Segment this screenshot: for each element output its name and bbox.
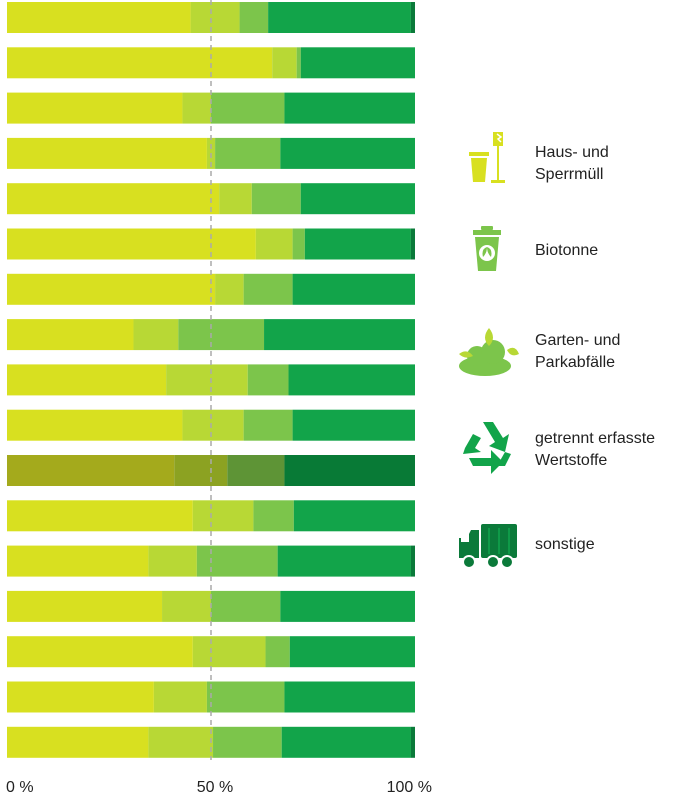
legend-item-haus-sperrmuell: Haus- und Sperrmüll [455,130,680,194]
trash-bin-lamp-icon [469,132,505,183]
bar-segment-row2-series2 [272,47,297,79]
bar-segment-row17-series3 [213,726,282,758]
bar-segment-row6-series2 [255,228,293,260]
bar-segment-row2-series3 [296,47,301,79]
bars-group [7,2,415,758]
bar-segment-row1-series1 [7,2,191,33]
bar-segment-row6-series1 [7,228,256,260]
bar-segment-row6-series5 [410,228,415,260]
bar-segment-row7-series3 [243,273,293,305]
legend-item-sonstige: sonstige [455,514,680,578]
legend-item-wertstoffe: getrennt erfasste Wertstoffe [455,418,680,482]
bar-segment-row13-series1 [7,545,149,577]
bar-segment-row10-series1 [7,409,183,441]
bar-segment-row1-series4 [268,2,411,33]
bar-segment-row8-series1 [7,319,134,351]
legend-label: getrennt erfasste Wertstoffe [535,430,656,469]
bar-segment-row17-series1 [7,726,149,758]
bar-segment-row9-series1 [7,364,167,396]
bar-segment-row15-series1 [7,636,193,668]
bar-segment-row9-series2 [166,364,248,396]
legend-item-biotonne: Biotonne [455,226,680,290]
garden-shrub-icon [459,328,519,376]
x-axis-ticks: 0 % 50 % 100 % [6,779,432,796]
bar-segment-row15-series2 [192,636,266,668]
bar-segment-row13-series5 [410,545,415,577]
bar-segment-row10-series2 [182,409,244,441]
bar-segment-row1-series3 [239,2,269,33]
bar-segment-row11-series3 [227,455,285,486]
legend-label: sonstige [535,536,595,553]
bar-segment-row13-series2 [148,545,197,577]
bar-segment-row6-series4 [304,228,411,260]
bar-segment-row16-series4 [284,681,415,713]
bar-segment-row4-series4 [280,137,415,169]
stacked-bar-chart: 0 % 50 % 100 % [6,0,432,796]
bar-segment-row14-series4 [280,590,415,622]
bar-segment-row4-series1 [7,137,207,169]
bar-segment-row11-series2 [174,455,228,486]
bar-segment-row14-series3 [211,590,281,622]
bar-segment-row5-series2 [219,183,252,215]
bar-segment-row12-series3 [253,500,294,532]
legend: Haus- und Sperrmüll Biotonne Garten- und… [455,130,680,610]
recycling-icon [463,422,511,474]
bar-segment-row4-series3 [215,137,281,169]
bar-segment-row16-series1 [7,681,154,713]
bar-segment-row5-series1 [7,183,220,215]
bar-segment-row8-series3 [178,319,265,351]
bar-segment-row3-series3 [211,92,285,124]
bar-segment-row9-series4 [288,364,415,396]
bar-segment-row12-series2 [192,500,254,532]
bar-segment-row17-series5 [410,726,415,758]
bar-segment-row12-series1 [7,500,193,532]
bar-segment-row17-series4 [281,726,411,758]
bar-segment-row6-series3 [292,228,305,260]
bar-segment-row5-series3 [251,183,301,215]
legend-item-garten-parkabfaelle: Garten- und Parkabfälle [455,322,680,386]
bar-segment-row3-series4 [284,92,415,124]
legend-label: Haus- und Sperrmüll [535,144,609,183]
bar-segment-row15-series3 [265,636,290,668]
bar-segment-row2-series1 [7,47,273,79]
bar-segment-row5-series4 [300,183,415,215]
x-tick-label: 100 % [387,779,432,796]
bio-bin-icon [473,226,501,271]
bar-segment-row7-series4 [292,273,415,305]
bar-segment-row15-series4 [289,636,415,668]
bar-segment-row11-series4 [284,455,415,486]
bar-segment-row13-series4 [277,545,411,577]
bar-segment-row16-series2 [153,681,207,713]
bar-segment-row16-series3 [206,681,285,713]
bar-segment-row17-series2 [148,726,214,758]
truck-icon [459,524,517,569]
legend-label: Garten- und Parkabfälle [535,332,621,371]
bar-segment-row2-series4 [300,47,415,79]
x-tick-label: 50 % [197,779,233,796]
x-tick-label: 0 % [6,779,34,796]
bar-segment-row10-series4 [292,409,415,441]
bar-segment-row8-series2 [133,319,179,351]
bar-segment-row14-series2 [162,590,211,622]
bar-segment-row14-series1 [7,590,163,622]
bar-segment-row3-series1 [7,92,183,124]
bar-segment-row7-series2 [215,273,244,305]
legend-label: Biotonne [535,242,599,259]
bar-segment-row12-series4 [293,500,415,532]
bar-segment-row1-series2 [190,2,240,33]
bar-segment-row8-series4 [264,319,415,351]
bar-segment-row3-series2 [182,92,211,124]
bar-segment-row13-series3 [196,545,278,577]
bar-segment-row11-series1 [7,455,175,486]
bar-segment-row10-series3 [243,409,293,441]
bar-segment-row1-series5 [410,2,415,33]
bar-segment-row9-series3 [247,364,289,396]
bar-segment-row7-series1 [7,273,216,305]
